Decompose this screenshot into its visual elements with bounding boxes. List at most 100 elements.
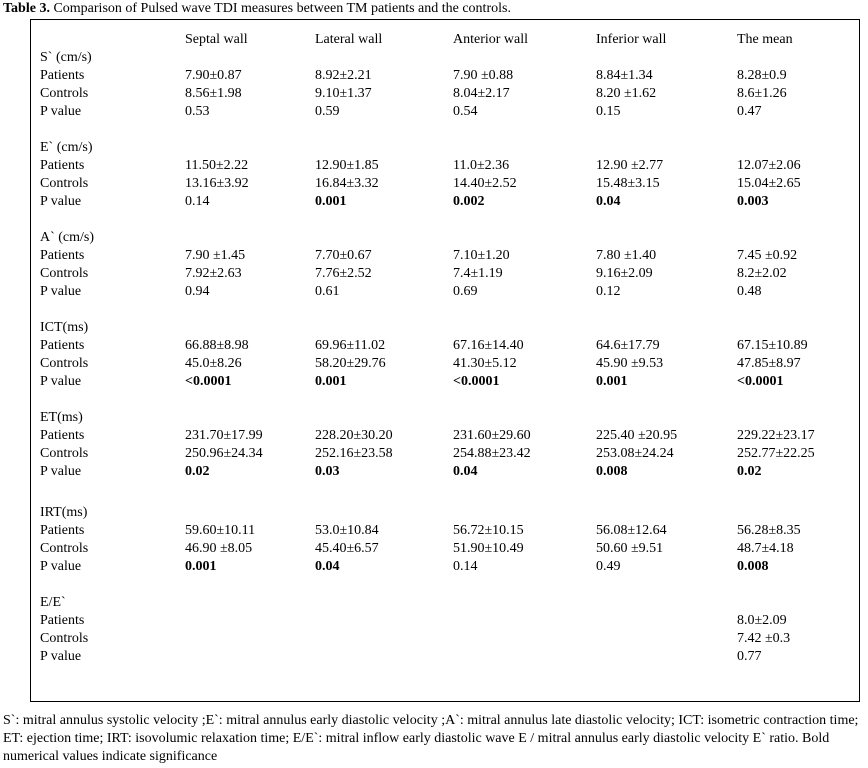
table-cell: 67.15±10.89	[737, 338, 808, 353]
table-cell: 64.6±17.79	[596, 338, 660, 353]
table-cell: 51.90±10.49	[453, 541, 524, 556]
table-cell: 58.20±29.76	[315, 356, 386, 371]
table-cell: 0.53	[185, 104, 210, 119]
table-cell: 14.40±2.52	[453, 176, 517, 191]
table-cell: 56.28±8.35	[737, 523, 801, 538]
row-label: P value	[40, 194, 82, 209]
table-cell: 252.77±22.25	[737, 446, 815, 461]
table-cell: <0.0001	[453, 374, 500, 389]
table-cell: 8.92±2.21	[315, 68, 372, 83]
table-cell: 7.92±2.63	[185, 266, 242, 281]
table-cell: 7.76±2.52	[315, 266, 372, 281]
column-header-lateral-wall: Lateral wall	[315, 32, 383, 47]
table-cell: 15.04±2.65	[737, 176, 801, 191]
table-cell: 8.6±1.26	[737, 86, 787, 101]
table-cell: 66.88±8.98	[185, 338, 249, 353]
table-cell: 231.70±17.99	[185, 428, 263, 443]
table-cell: 225.40 ±20.95	[596, 428, 678, 443]
row-label: Controls	[40, 266, 89, 281]
table-cell: 12.07±2.06	[737, 158, 801, 173]
table-cell: 11.50±2.22	[185, 158, 249, 173]
row-label: Controls	[40, 86, 89, 101]
table-cell: 7.70±0.67	[315, 248, 372, 263]
table-cell: 8.04±2.17	[453, 86, 510, 101]
table-cell: 7.45 ±0.92	[737, 248, 798, 263]
table-cell: 0.47	[737, 104, 762, 119]
table-cell: 56.08±12.64	[596, 523, 667, 538]
table-cell: 252.16±23.58	[315, 446, 393, 461]
group-title: E/E`	[40, 595, 66, 610]
table-cell: 9.10±1.37	[315, 86, 372, 101]
row-label: Controls	[40, 446, 89, 461]
table-cell: 0.61	[315, 284, 340, 299]
table-cell: 0.54	[453, 104, 478, 119]
row-label: P value	[40, 284, 82, 299]
table-cell: 7.80 ±1.40	[596, 248, 657, 263]
table-caption: Table 3. Comparison of Pulsed wave TDI m…	[3, 1, 511, 17]
table-cell: 16.84±3.32	[315, 176, 379, 191]
table-cell: 56.72±10.15	[453, 523, 524, 538]
table-cell: 0.001	[185, 559, 217, 574]
table-caption-label: Table 3.	[3, 1, 50, 16]
table-cell: 8.56±1.98	[185, 86, 242, 101]
column-header-inferior-wall: Inferior wall	[596, 32, 667, 47]
table-cell: 254.88±23.42	[453, 446, 531, 461]
table-cell: 45.0±8.26	[185, 356, 242, 371]
table-caption-text: Comparison of Pulsed wave TDI measures b…	[49, 1, 511, 16]
row-label: Controls	[40, 356, 89, 371]
table-cell: 41.30±5.12	[453, 356, 517, 371]
table-cell: 0.003	[737, 194, 769, 209]
table-cell: 53.0±10.84	[315, 523, 379, 538]
row-label: Controls	[40, 631, 89, 646]
table-cell: 0.15	[596, 104, 621, 119]
group-title: S` (cm/s)	[40, 50, 92, 65]
table-cell: 229.22±23.17	[737, 428, 815, 443]
table-cell: 0.12	[596, 284, 621, 299]
table-cell: 0.04	[596, 194, 621, 209]
table-cell: 12.90±1.85	[315, 158, 379, 173]
table-cell: 11.0±2.36	[453, 158, 510, 173]
row-label: P value	[40, 374, 82, 389]
table-cell: 0.04	[453, 464, 478, 479]
row-label: P value	[40, 559, 82, 574]
table-cell: 0.14	[453, 559, 478, 574]
row-label: Patients	[40, 613, 85, 628]
table-cell: 13.16±3.92	[185, 176, 249, 191]
table-cell: 0.03	[315, 464, 340, 479]
table-cell: 250.96±24.34	[185, 446, 263, 461]
table-cell: 0.001	[596, 374, 628, 389]
row-label: P value	[40, 649, 82, 664]
table-cell: 0.59	[315, 104, 340, 119]
table-cell: 0.02	[185, 464, 210, 479]
column-header-mean: The mean	[737, 32, 793, 47]
table-cell: 253.08±24.24	[596, 446, 674, 461]
table-cell: 12.90 ±2.77	[596, 158, 664, 173]
row-label: Controls	[40, 176, 89, 191]
table-cell: 8.20 ±1.62	[596, 86, 657, 101]
table-cell: <0.0001	[185, 374, 232, 389]
table-cell: 9.16±2.09	[596, 266, 653, 281]
row-label: Patients	[40, 68, 85, 83]
group-title: E` (cm/s)	[40, 140, 93, 155]
table-cell: 48.7±4.18	[737, 541, 794, 556]
table-cell: 50.60 ±9.51	[596, 541, 664, 556]
table-cell: 0.001	[315, 194, 347, 209]
table-cell: 45.90 ±9.53	[596, 356, 664, 371]
row-label: P value	[40, 104, 82, 119]
table-cell: 7.10±1.20	[453, 248, 510, 263]
table-cell: 0.48	[737, 284, 762, 299]
table-cell: 0.94	[185, 284, 210, 299]
row-label: Patients	[40, 248, 85, 263]
row-label: P value	[40, 464, 82, 479]
table-cell: 0.002	[453, 194, 485, 209]
table-cell: 8.0±2.09	[737, 613, 787, 628]
table-cell: 7.90±0.87	[185, 68, 242, 83]
table-cell: <0.0001	[737, 374, 784, 389]
table-cell: 0.49	[596, 559, 621, 574]
column-header-septal-wall: Septal wall	[185, 32, 248, 47]
table-cell: 15.48±3.15	[596, 176, 660, 191]
group-title: A` (cm/s)	[40, 230, 95, 245]
row-label: Patients	[40, 338, 85, 353]
table-cell: 47.85±8.97	[737, 356, 801, 371]
table-cell: 0.008	[596, 464, 628, 479]
